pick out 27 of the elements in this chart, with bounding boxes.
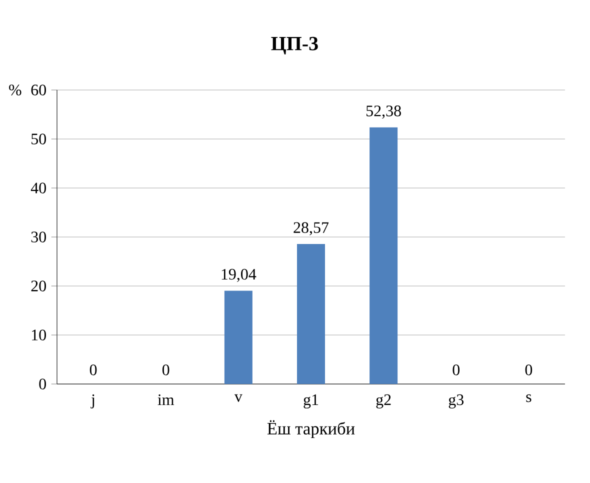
data-label: 0 [525, 364, 532, 376]
bar [224, 290, 252, 384]
data-label: 28,57 [294, 222, 329, 236]
x-tick-label: g3 [448, 394, 464, 408]
y-tick-label: 10 [32, 330, 46, 340]
data-label: 0 [162, 364, 170, 376]
x-tick-label: s [526, 394, 532, 402]
chart-title: ЦП-3 [271, 36, 318, 54]
x-tick-label: g1 [304, 394, 318, 408]
y-tick-label: 30 [31, 232, 46, 242]
x-tick-label: im [158, 394, 174, 405]
x-tick-label: j [90, 394, 94, 408]
x-axis-title: Ёш таркиби [267, 420, 355, 438]
data-label: 0 [452, 364, 460, 376]
y-tick-label: 0 [39, 378, 46, 390]
x-tick-label: g2 [376, 394, 391, 408]
y-tick-label: 60 [31, 84, 46, 96]
bar [370, 127, 398, 384]
data-label: 19,04 [222, 268, 256, 282]
y-axis-title: % [9, 84, 22, 96]
bar [297, 244, 325, 384]
y-tick-label: 20 [31, 280, 46, 292]
data-label: 0 [90, 364, 97, 376]
y-tick-label: 40 [30, 182, 46, 194]
x-tick-label: v [234, 394, 242, 402]
y-tick-label: 50 [32, 134, 46, 144]
data-label: 52,38 [366, 106, 401, 119]
